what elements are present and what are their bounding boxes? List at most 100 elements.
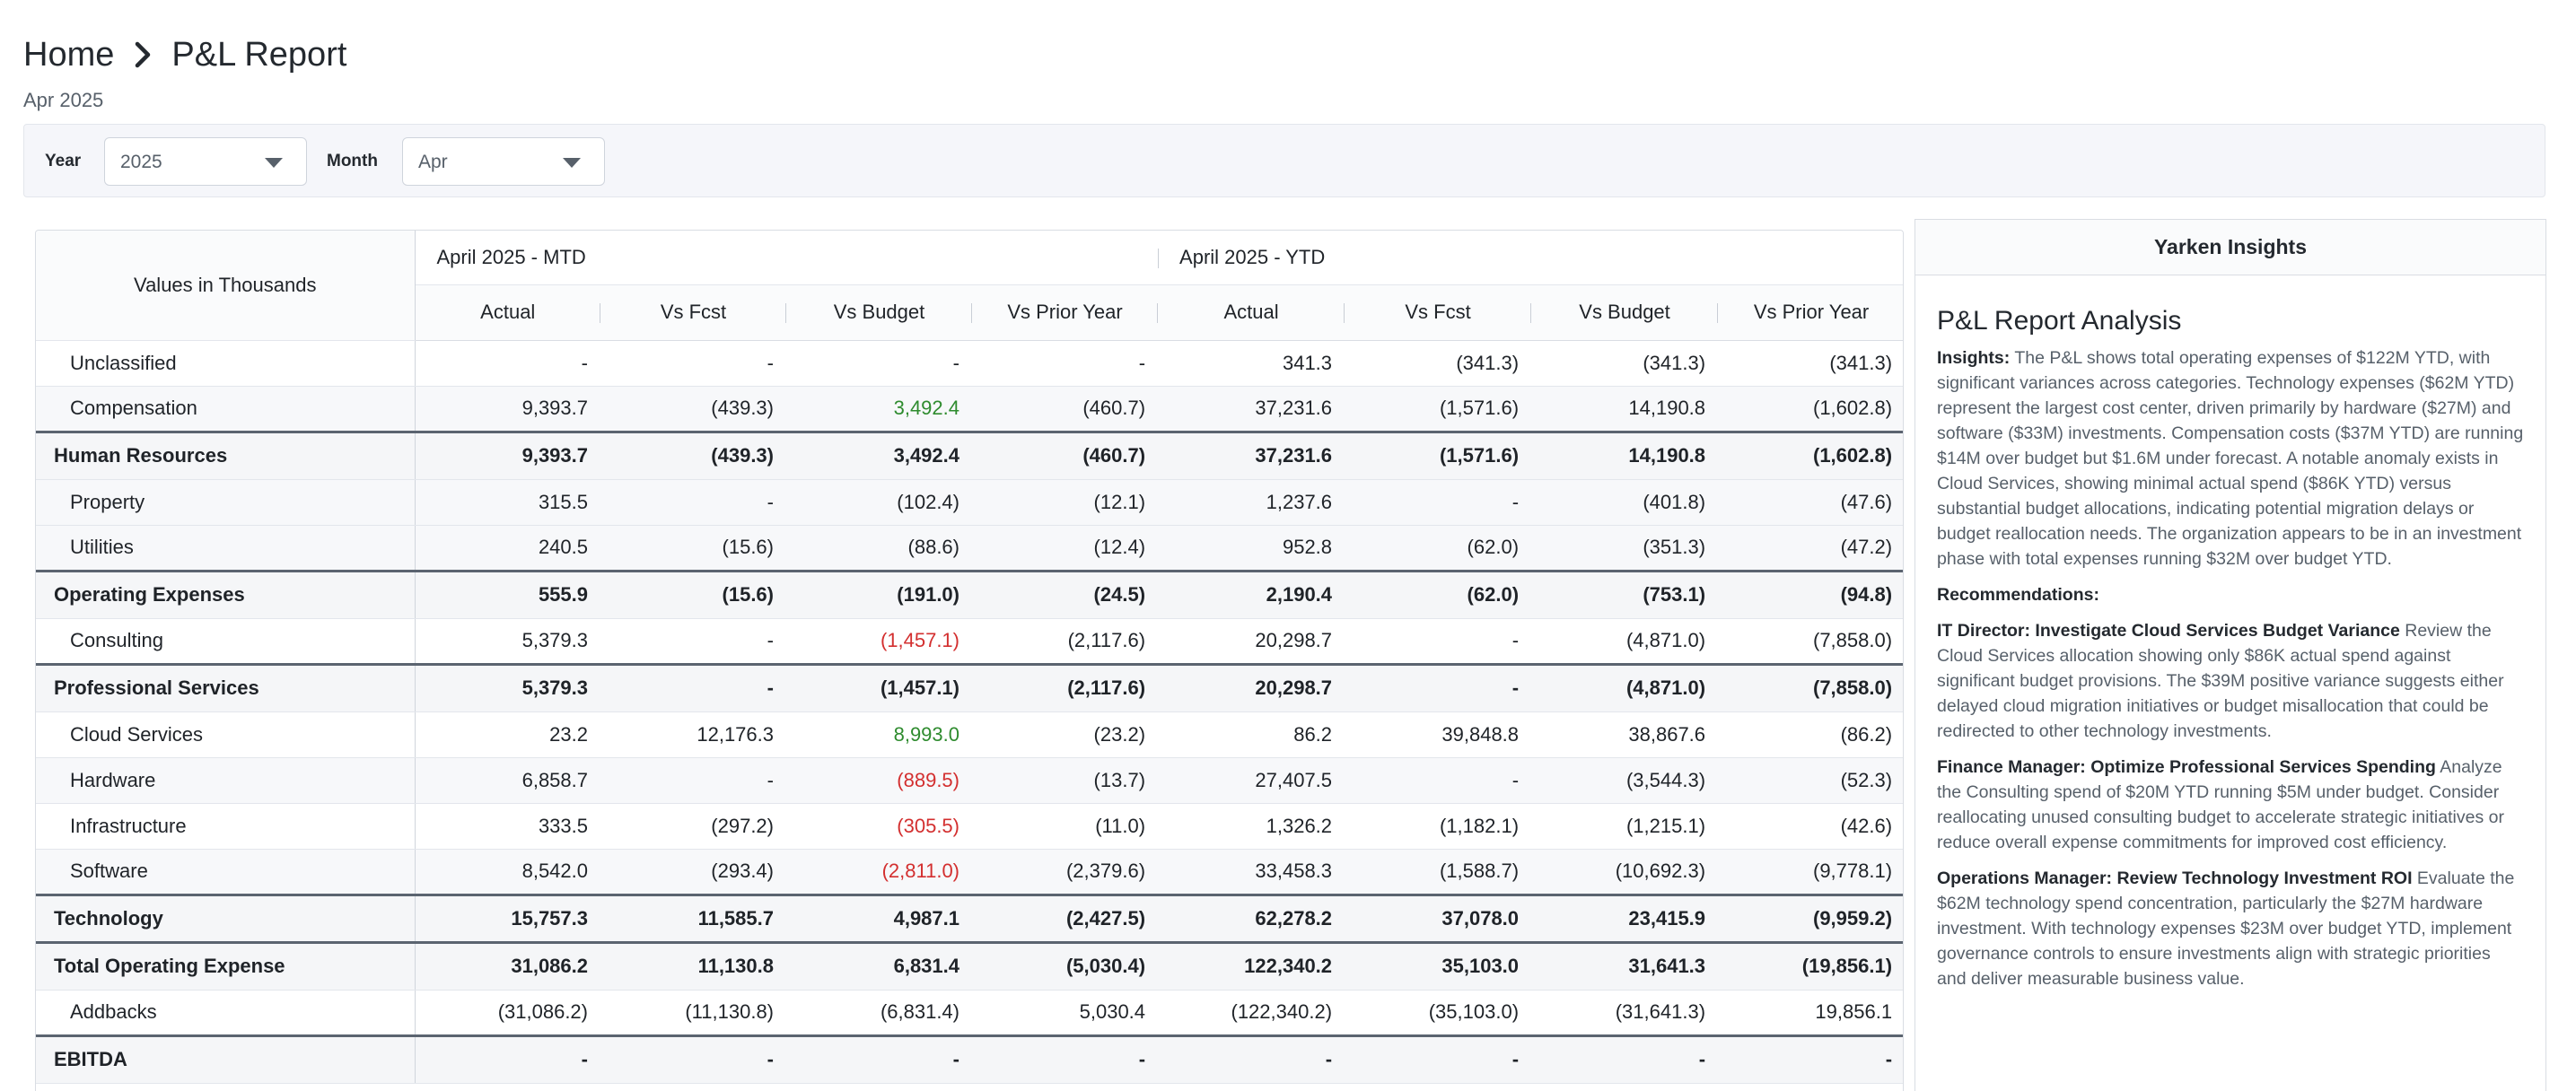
page-title: P&L Report — [171, 35, 347, 74]
row-label: Addbacks — [36, 990, 416, 1036]
table-row: Compensation 9,393.7 (439.3) 3,492.4 (460.7)… — [36, 386, 1903, 432]
table-total-row: EBITDA - - - - - - - - — [36, 1034, 1903, 1084]
values-unit-header: Values in Thousands — [36, 231, 416, 341]
recommendation-item: Operations Manager: Review Technology In… — [1937, 866, 2524, 991]
row-label: Operating Expenses — [36, 569, 416, 619]
table-cell: (42.6) — [1718, 803, 1903, 850]
table-cell: (1,588.7) — [1345, 849, 1532, 895]
table-cell: - — [786, 1034, 972, 1084]
mtd-group-header: April 2025 - MTD — [415, 231, 1159, 285]
col-ytd-vs-fcst[interactable]: Vs Fcst — [1345, 284, 1532, 341]
table-row: Unclassified - - - -341.3 (341.3) (341.3) (341.… — [36, 340, 1903, 387]
ytd-group-header: April 2025 - YTD — [1158, 231, 1903, 285]
table-cell: (1,182.1) — [1345, 803, 1532, 850]
table-cell: (3,544.3) — [1531, 757, 1719, 804]
table-cell: - — [600, 479, 786, 526]
page-subtitle: Apr 2025 — [23, 89, 104, 111]
col-mtd-actual[interactable]: Actual — [415, 284, 600, 341]
table-cell: (4,871.0) — [1531, 618, 1719, 665]
table-cell: (341.3) — [1718, 340, 1903, 387]
table-cell: (15.6) — [600, 569, 786, 619]
row-label: Professional Services — [36, 662, 416, 712]
month-select[interactable]: Apr — [402, 137, 605, 186]
table-cell: (35,103.0) — [1345, 990, 1532, 1036]
table-cell: 315.5 — [415, 479, 600, 526]
table-cell: 8,993.0 — [786, 711, 972, 758]
table-cell: (62.0) — [1345, 525, 1532, 572]
table-row: Property 315.5- (102.4) (12.1) 1,237.6- (401.… — [36, 479, 1903, 526]
table-cell: (401.8) — [1531, 479, 1719, 526]
col-mtd-vs-budget[interactable]: Vs Budget — [786, 284, 972, 341]
table-cell: 86.2 — [1158, 711, 1345, 758]
table-cell: - — [786, 340, 972, 387]
table-cell: (2,811.0) — [786, 849, 972, 895]
recommendation-title: Operations Manager: Review Technology In… — [1937, 868, 2413, 888]
month-label: Month — [327, 152, 378, 170]
recommendations-label: Recommendations: — [1937, 585, 2099, 605]
table-cell: (24.5) — [972, 569, 1159, 619]
year-select[interactable]: 2025 — [104, 137, 307, 186]
table-cell: - — [415, 340, 600, 387]
table-cell: (6,831.4) — [786, 990, 972, 1036]
row-label: Total Operating Expense — [36, 940, 416, 991]
table-cell: (7,858.0) — [1718, 662, 1903, 712]
table-cell: (341.3) — [1531, 340, 1719, 387]
table-cell: 11,130.8 — [600, 940, 786, 991]
table-cell: - — [972, 1034, 1159, 1084]
col-ytd-vs-budget[interactable]: Vs Budget — [1531, 284, 1719, 341]
table-cell: 37,231.6 — [1158, 386, 1345, 432]
recommendation-item: IT Director: Investigate Cloud Services … — [1937, 618, 2524, 744]
col-ytd-vs-prior-year[interactable]: Vs Prior Year — [1718, 284, 1903, 341]
breadcrumb-home-link[interactable]: Home — [23, 35, 115, 74]
table-cell: (11,130.8) — [600, 990, 786, 1036]
table-cell: 4,987.1 — [786, 893, 972, 943]
table-cell: (52.3) — [1718, 757, 1903, 804]
table-cell: 9,393.7 — [415, 430, 600, 480]
year-select-value: 2025 — [120, 152, 162, 172]
table-cell: 5,379.3 — [415, 618, 600, 665]
table-cell: (11.0) — [972, 803, 1159, 850]
col-mtd-vs-fcst[interactable]: Vs Fcst — [600, 284, 786, 341]
col-mtd-vs-prior-year[interactable]: Vs Prior Year — [972, 284, 1159, 341]
filter-bar: Year 2025 Month Apr — [23, 124, 2545, 197]
row-label: Technology — [36, 893, 416, 943]
table-row: Hardware 6,858.7- (889.5) (13.7) 27,407.5- (3… — [36, 757, 1903, 804]
table-cell: 35,103.0 — [1345, 940, 1532, 991]
table-cell: (1,457.1) — [786, 618, 972, 665]
table-cell: (1,602.8) — [1718, 430, 1903, 480]
table-cell: (102.4) — [786, 479, 972, 526]
col-ytd-actual[interactable]: Actual — [1158, 284, 1345, 341]
table-cell: - — [1345, 618, 1532, 665]
table-cell: (439.3) — [600, 430, 786, 480]
table-cell: (122,340.2) — [1158, 990, 1345, 1036]
table-cell: - — [1345, 1034, 1532, 1084]
row-label: Infrastructure — [36, 803, 416, 850]
table-cell: (86.2) — [1718, 711, 1903, 758]
table-cell: (305.5) — [786, 803, 972, 850]
table-cell: 952.8 — [1158, 525, 1345, 572]
table-total-row: Operating Expenses 555.9 (15.6) (191.0) (24.… — [36, 569, 1903, 619]
table-cell: 39,848.8 — [1345, 711, 1532, 758]
pl-table-container: Values in Thousands April 2025 - MTD Apr… — [35, 230, 1904, 1091]
table-cell: 8,542.0 — [415, 849, 600, 895]
table-cell: (2,117.6) — [972, 662, 1159, 712]
chevron-down-icon — [265, 158, 283, 168]
table-cell: 9,393.7 — [415, 386, 600, 432]
table-cell: (460.7) — [972, 386, 1159, 432]
table-cell: 15,757.3 — [415, 893, 600, 943]
table-cell: (191.0) — [786, 569, 972, 619]
table-cell: - — [1718, 1034, 1903, 1084]
table-cell: (460.7) — [972, 430, 1159, 480]
table-cell: (19,856.1) — [1718, 940, 1903, 991]
table-total-row: Human Resources 9,393.7 (439.3) 3,492.4 (460… — [36, 430, 1903, 480]
table-cell: - — [600, 662, 786, 712]
row-label: Property — [36, 479, 416, 526]
row-label: Unclassified — [36, 340, 416, 387]
recommendation-text: Evaluate the $62M technology spend conce… — [1937, 868, 2515, 989]
row-label: Utilities — [36, 525, 416, 572]
chevron-right-icon — [114, 34, 171, 75]
table-row: Cloud Services 23.2 12,176.3 8,993.0 (23.2) 8… — [36, 711, 1903, 758]
table-cell: (12.4) — [972, 525, 1159, 572]
table-cell: - — [415, 1034, 600, 1084]
table-cell: 19,856.1 — [1718, 990, 1903, 1036]
